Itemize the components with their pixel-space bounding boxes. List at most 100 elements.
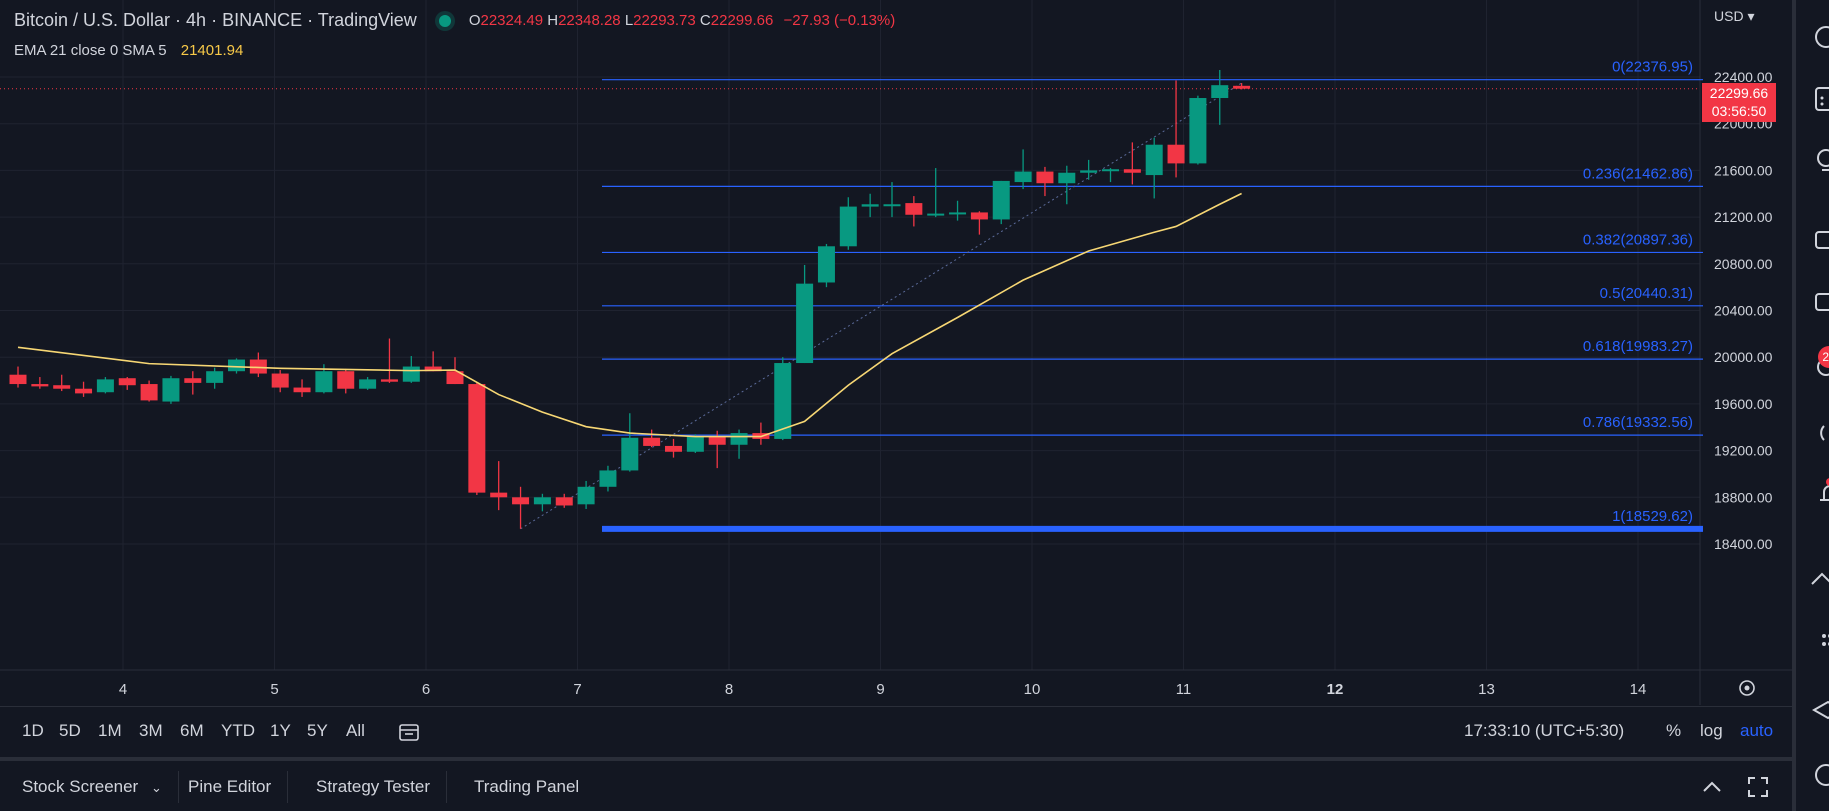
candle[interactable] [883,182,901,218]
tab-pine-editor[interactable]: Pine Editor [172,771,289,803]
candle[interactable] [1123,142,1141,185]
ema-line[interactable] [17,192,1242,438]
fib-level-label: 0.786(19332.56) [1583,414,1693,431]
candle[interactable] [512,486,530,529]
candle[interactable] [206,367,224,389]
candle[interactable] [140,380,158,402]
candle[interactable] [1167,80,1185,178]
watchlist-icon[interactable] [1804,22,1829,52]
price-chart[interactable]: 0(22376.95) 0.236(21462.86) 0.382(20897.36… [0,0,1792,705]
candle[interactable] [271,370,289,393]
data-window-icon[interactable] [1804,626,1829,656]
market-status-icon[interactable] [438,14,451,27]
candle[interactable] [621,413,639,472]
candle[interactable] [53,374,71,392]
range-3m[interactable]: 3M [139,721,163,740]
message-icon[interactable] [1804,288,1829,318]
range-1d[interactable]: 1D [22,721,44,740]
calendar-icon[interactable] [1804,84,1829,114]
candle[interactable] [184,371,202,395]
auto-scale-toggle[interactable]: auto [1740,721,1774,740]
candle[interactable] [1014,149,1032,190]
candle[interactable] [599,465,617,492]
log-scale-toggle[interactable]: log [1700,721,1723,740]
maximize-icon[interactable] [1746,775,1770,799]
tab-strategy-tester[interactable]: Strategy Tester [300,771,448,803]
candle[interactable] [905,196,923,227]
candle[interactable] [577,480,595,509]
chevron-down-icon[interactable]: ⌄ [150,780,162,795]
clock-timezone[interactable]: 17:33:10 (UTC+5:30) [1464,721,1625,740]
candle[interactable] [839,197,857,250]
candle[interactable] [96,377,114,394]
layers-icon[interactable] [1804,696,1829,726]
percent-scale-toggle[interactable]: % [1666,721,1682,740]
candle[interactable] [468,382,486,495]
current-price-label: 22299.66 03:56:50 [1702,83,1776,122]
gear-icon[interactable] [1739,680,1755,696]
fib-trend-line[interactable] [520,82,1242,530]
date-range-icon[interactable] [398,721,420,743]
candle[interactable] [1036,166,1054,197]
hotlist-icon[interactable] [1804,562,1829,592]
chat-icon[interactable] [1804,226,1829,256]
range-6m[interactable]: 6M [180,721,204,740]
candle[interactable] [1233,83,1251,90]
candle[interactable] [249,352,267,378]
candle[interactable] [1058,165,1076,205]
candle[interactable] [1080,159,1098,180]
candle[interactable] [380,338,398,383]
candle[interactable] [927,168,945,218]
candle[interactable] [949,200,967,221]
candle[interactable] [555,493,573,508]
candle[interactable] [402,356,420,383]
time-range-bar: 1D 5D 1M 3M 6M YTD 1Y 5Y All 17:33:10 (UTC+5:30)… [0,706,1792,757]
candle[interactable] [490,461,508,511]
candle[interactable] [1102,168,1119,183]
collapse-panel-icon[interactable] [1700,775,1724,799]
candle[interactable] [752,422,770,445]
symbol-title[interactable]: Bitcoin / U.S. Dollar · 4h · BINANCE · T… [14,10,417,30]
range-1y[interactable]: 1Y [270,721,291,740]
tab-trading-panel[interactable]: Trading Panel [474,777,580,796]
indicator-legend[interactable]: EMA 21 close 0 SMA 5 21401.94 [14,42,243,59]
chart-area[interactable]: 0(22376.95) 0.236(21462.86) 0.382(20897.36… [0,0,1792,705]
candle[interactable] [1145,137,1163,199]
range-1m[interactable]: 1M [98,721,122,740]
candle[interactable] [1189,95,1207,165]
change-value: −27.93 (−0.13%) [783,12,896,29]
candle[interactable] [533,493,551,512]
candle[interactable] [293,379,311,397]
candle[interactable] [774,357,792,441]
range-5y[interactable]: 5Y [307,721,328,740]
candle[interactable] [9,366,27,388]
candle[interactable] [817,243,835,288]
bottom-panel-tabs: Stock Screener ⌄ Pine Editor Strategy Te… [0,757,1792,811]
candle[interactable] [1211,69,1229,125]
candle[interactable] [337,368,355,394]
tab-stock-screener[interactable]: Stock Screener ⌄ [6,771,179,803]
fib-level-label: 0.382(20897.36) [1583,231,1693,248]
candle[interactable] [730,429,748,459]
candle[interactable] [359,377,377,390]
candle[interactable] [861,193,879,218]
alert-bell-icon[interactable] [1804,478,1829,508]
symbol-legend: Bitcoin / U.S. Dollar · 4h · BINANCE · T… [14,10,895,31]
candle[interactable] [992,180,1010,225]
range-5d[interactable]: 5D [59,721,81,740]
candle[interactable] [665,438,682,458]
candle[interactable] [162,375,180,404]
candle[interactable] [424,351,442,372]
candle[interactable] [796,264,814,364]
help-icon[interactable] [1804,760,1829,790]
signal-icon[interactable] [1804,418,1829,448]
candle[interactable] [970,211,988,235]
range-ytd[interactable]: YTD [221,721,255,740]
candle[interactable] [643,429,661,448]
candle[interactable] [31,377,49,389]
range-all[interactable]: All [346,721,365,740]
currency-selector[interactable]: USD ▾ [1714,8,1755,24]
candle[interactable] [75,381,93,397]
candle[interactable] [118,377,136,390]
ideas-icon[interactable] [1804,146,1829,176]
